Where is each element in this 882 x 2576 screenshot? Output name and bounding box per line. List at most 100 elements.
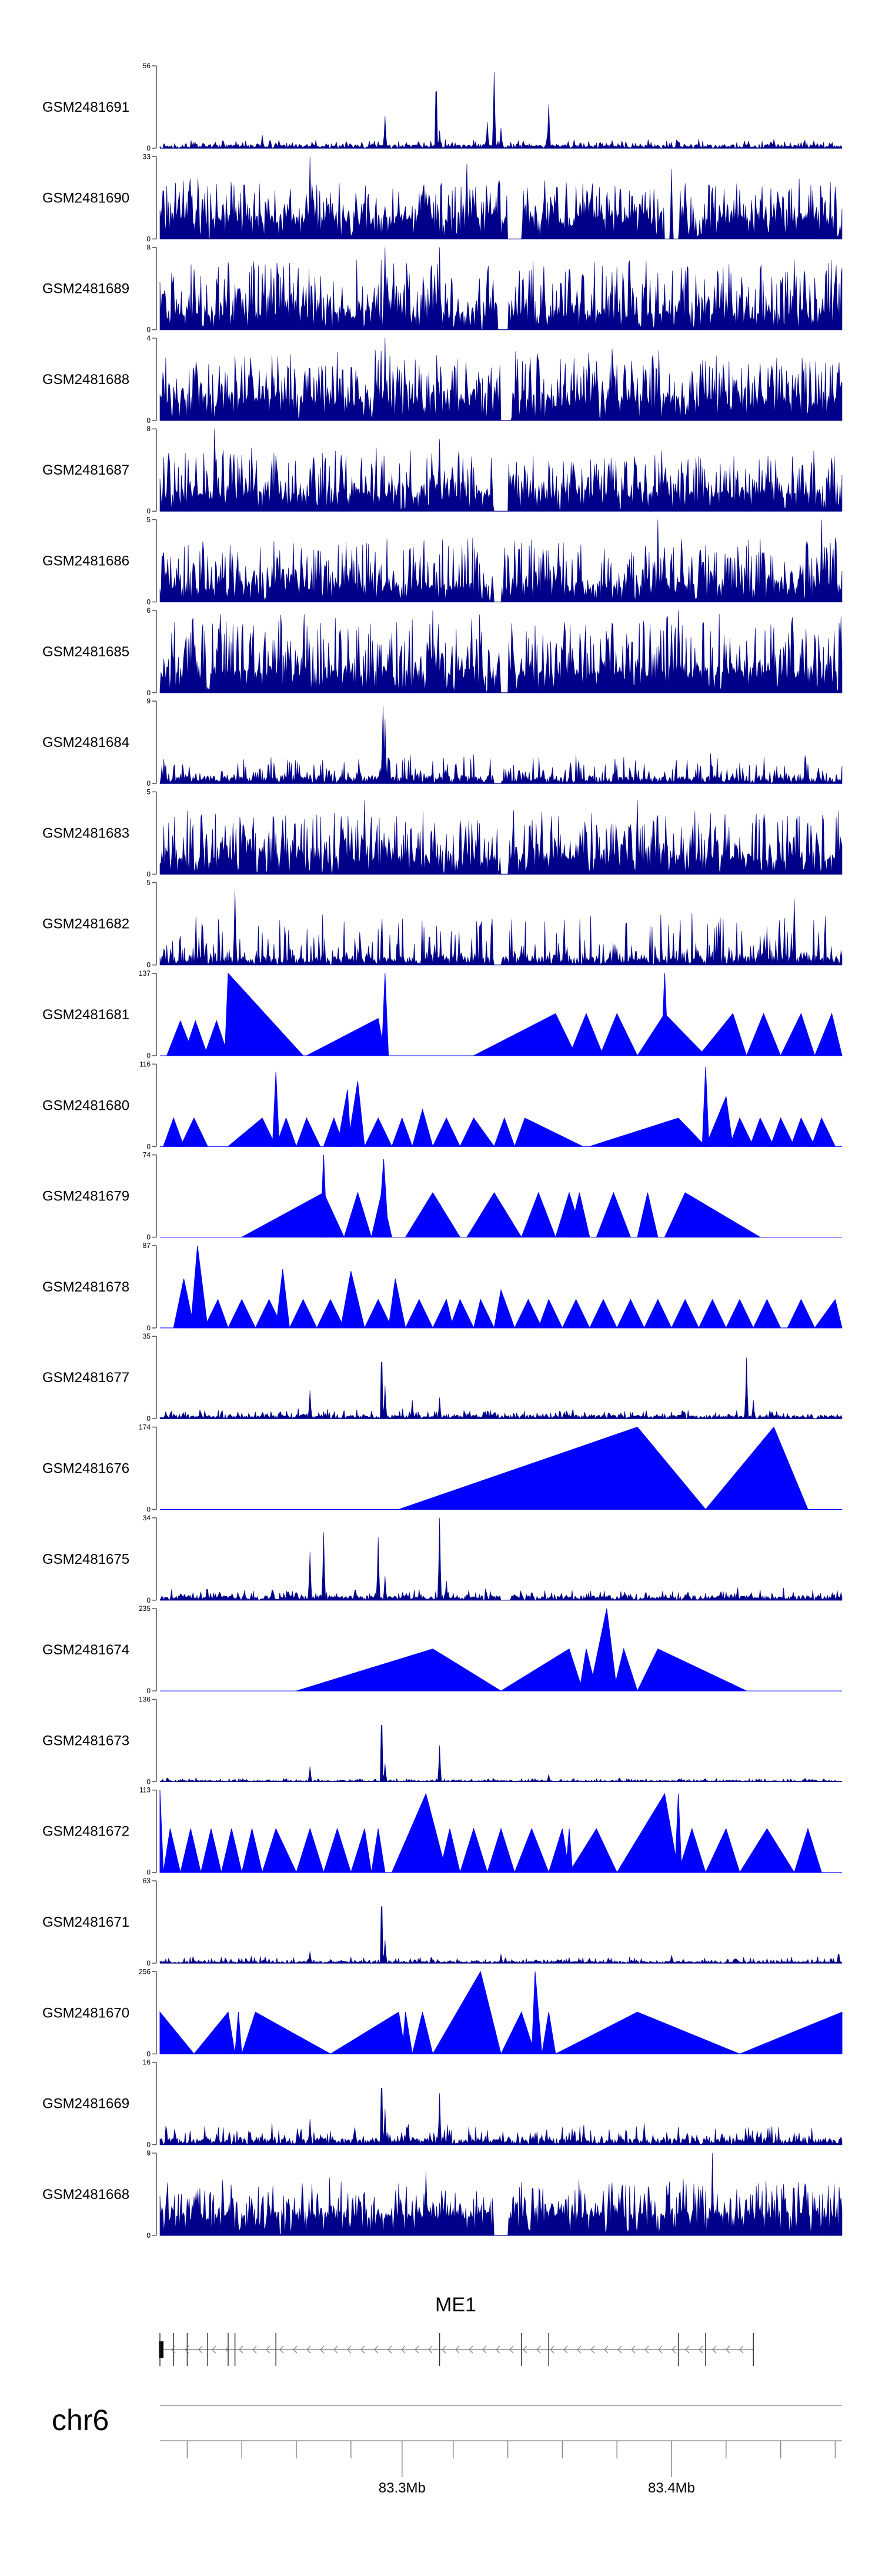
strand-arrow: [631, 2345, 636, 2354]
coverage-peak: [746, 1013, 781, 1056]
coverage-peak: [371, 1828, 386, 1873]
coverage-signal: [159, 156, 843, 239]
strand-arrow: [509, 2345, 514, 2354]
y-axis-zero-label: 0: [146, 1687, 151, 1695]
track-GSM2481685: GSM2481685 6 0: [42, 606, 843, 697]
coverage-peak: [235, 2012, 242, 2054]
chromosome-label: chr6: [52, 2404, 109, 2437]
track-GSM2481691: GSM2481691 56 0: [42, 62, 843, 152]
strand-arrow: [617, 2345, 622, 2354]
coverage-peak: [296, 1649, 502, 1691]
y-axis-max-label: 8: [146, 243, 151, 252]
coverage-peak: [814, 1299, 843, 1329]
track-label: GSM2481684: [42, 735, 129, 750]
coverage-peak: [350, 1828, 372, 1873]
track-GSM2481687: GSM2481687 8 0: [42, 425, 843, 515]
coverage-peak: [391, 1793, 447, 1873]
coverage-peak: [473, 1299, 495, 1329]
y-axis-max-label: 113: [139, 1786, 151, 1794]
y-axis-max-label: 136: [139, 1695, 151, 1703]
coverage-peak: [388, 1279, 406, 1329]
strand-arrow: [185, 2345, 189, 2354]
coverage-peak: [241, 1828, 263, 1873]
strand-arrow: [482, 2345, 487, 2354]
strand-arrow: [604, 2345, 609, 2354]
coverage-peak: [780, 1013, 816, 1056]
coverage-peak: [790, 1117, 816, 1147]
coverage-peak: [220, 1828, 242, 1873]
coverage-peak: [811, 1117, 836, 1147]
track-label: GSM2481691: [42, 99, 129, 115]
y-axis-max-label: 5: [146, 788, 151, 796]
coverage-peak: [726, 1299, 754, 1329]
track-GSM2481689: GSM2481689 8 0: [42, 243, 843, 334]
coverage-peak: [698, 1299, 727, 1329]
y-axis-max-label: 256: [139, 1967, 151, 1976]
y-axis-zero-label: 0: [146, 1142, 151, 1150]
coverage-signal: [159, 247, 843, 330]
coverage-peak: [514, 1299, 543, 1329]
coverage-peak: [241, 2011, 332, 2054]
strand-arrow: [198, 2345, 203, 2354]
coverage-peak: [701, 1067, 710, 1147]
y-axis-max-label: 87: [143, 1242, 151, 1250]
track-GSM2481676: GSM2481676 174 0: [42, 1423, 842, 1514]
track-label: GSM2481668: [42, 2187, 129, 2203]
coverage-peak: [316, 1299, 345, 1329]
y-axis-zero-label: 0: [146, 779, 151, 788]
coverage-peak: [589, 1608, 617, 1691]
strand-arrow: [212, 2345, 216, 2354]
track-label: GSM2481673: [42, 1733, 129, 1749]
coverage-peak: [671, 1299, 700, 1329]
coverage-peak: [514, 1827, 549, 1873]
coverage-peak: [555, 2011, 740, 2054]
coverage-peak: [323, 1827, 352, 1873]
coverage-signal: [159, 706, 843, 784]
coverage-peak: [637, 1192, 659, 1238]
track-label: GSM2481670: [42, 2005, 129, 2021]
coverage-peak: [753, 1299, 781, 1329]
genomic-axis-tick-label: 83.4Mb: [648, 2480, 695, 2496]
y-axis-zero-label: 0: [146, 961, 151, 969]
strand-arrow: [563, 2345, 568, 2354]
y-axis-zero-label: 0: [146, 689, 151, 697]
y-axis-max-label: 35: [143, 1332, 151, 1340]
track-label: GSM2481682: [42, 916, 129, 932]
coverage-peak: [643, 1299, 672, 1329]
strand-arrow: [252, 2345, 257, 2354]
strand-arrow: [360, 2345, 365, 2354]
coverage-peak: [500, 2011, 536, 2054]
y-axis-zero-label: 0: [146, 326, 151, 334]
strand-arrow: [577, 2345, 582, 2354]
coverage-peak: [439, 1828, 461, 1873]
y-axis-zero-label: 0: [146, 1506, 151, 1514]
coverage-signal: [159, 71, 843, 149]
coverage-peak: [163, 1117, 185, 1147]
track-GSM2481677: GSM2481677 35 0: [42, 1332, 843, 1423]
coverage-peak: [599, 1013, 638, 1056]
track-label: GSM2481687: [42, 462, 129, 478]
coverage-peak: [364, 1299, 393, 1329]
coverage-peak: [159, 2011, 195, 2054]
y-axis-max-label: 4: [146, 334, 151, 342]
y-axis-max-label: 8: [146, 425, 151, 433]
strand-arrow: [699, 2345, 703, 2354]
y-axis-zero-label: 0: [146, 235, 151, 243]
coverage-peak: [729, 1117, 754, 1147]
track-GSM2481683: GSM2481683 5 0: [42, 788, 843, 878]
coverage-peak: [364, 1117, 393, 1147]
track-GSM2481672: GSM2481672 113 0: [42, 1786, 842, 1877]
coverage-peak: [487, 1827, 515, 1873]
gene-exon-first: [159, 2341, 163, 2358]
coverage-peak: [459, 1117, 495, 1147]
coverage-peak: [432, 1970, 502, 2054]
coverage-peak: [739, 1828, 795, 1873]
coverage-peak: [329, 2011, 406, 2054]
gene-label: ME1: [435, 2294, 476, 2316]
y-axis-max-label: 174: [139, 1423, 151, 1432]
strand-arrow: [171, 2345, 176, 2354]
coverage-peak: [637, 1013, 707, 1056]
coverage-peak: [565, 1828, 573, 1873]
track-GSM2481684: GSM2481684 9 0: [42, 697, 843, 788]
coverage-peak: [343, 1192, 372, 1238]
